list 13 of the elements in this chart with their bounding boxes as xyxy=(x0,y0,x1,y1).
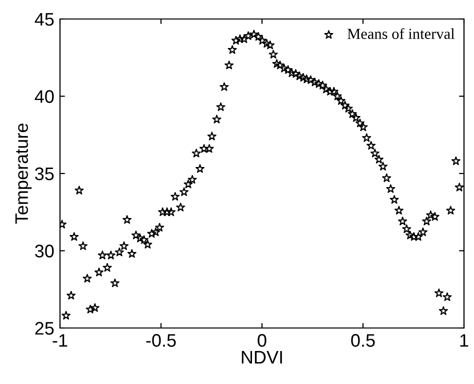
y-tick-label: 35 xyxy=(35,167,54,180)
x-tick-label: 0 xyxy=(258,334,266,347)
legend-label: Means of interval xyxy=(348,28,455,40)
x-axis-title: NDVI xyxy=(242,351,282,364)
x-tick-label: -1 xyxy=(52,334,68,347)
y-tick-label: 30 xyxy=(35,244,54,258)
y-tick-label: 25 xyxy=(35,322,54,335)
x-tick-label: 1 xyxy=(460,334,468,347)
y-tick-label: 45 xyxy=(34,13,54,26)
x-tick-label: 0.5 xyxy=(351,334,375,347)
y-tick-label: 40 xyxy=(34,90,54,103)
y-axis-title: Temperature xyxy=(15,124,32,224)
x-tick-label: -0.5 xyxy=(146,334,176,347)
